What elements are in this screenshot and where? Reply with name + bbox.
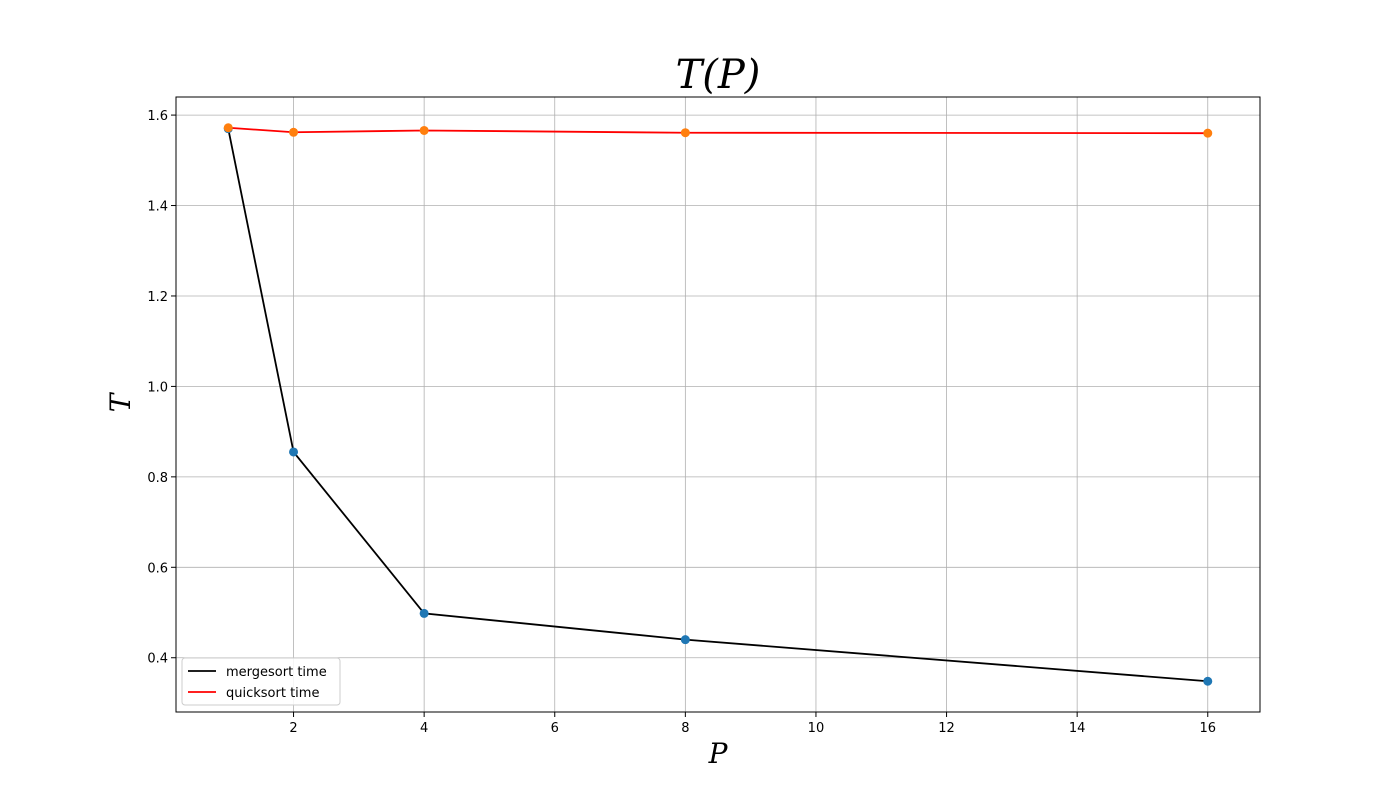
x-tick-label: 2 <box>289 721 297 736</box>
legend-box <box>181 657 341 706</box>
y-tick-label: 0.6 <box>147 561 168 576</box>
series-0-point <box>680 635 690 645</box>
x-tick-label: 12 <box>938 721 955 736</box>
series-1-point <box>419 125 429 135</box>
series-0-point <box>419 608 429 618</box>
chart-title: T(P) <box>676 52 761 98</box>
y-axis-label: T <box>104 391 137 412</box>
y-tick-label: 0.4 <box>147 652 168 667</box>
x-tick-label: 8 <box>681 721 689 736</box>
series-0-point <box>289 447 299 457</box>
x-tick-label: 4 <box>420 721 428 736</box>
x-tick-label: 6 <box>551 721 559 736</box>
series-1-point <box>223 123 233 133</box>
series-1-point <box>289 127 299 137</box>
legend-label-1: quicksort time <box>226 686 319 701</box>
plot-frame <box>175 96 1261 713</box>
x-axis-label: P <box>708 737 729 770</box>
y-tick-label: 0.8 <box>147 471 168 486</box>
series-1-point <box>680 128 690 138</box>
x-tick-label: 14 <box>1069 721 1086 736</box>
series-0-point <box>1203 676 1213 686</box>
legend: mergesort time quicksort time <box>181 657 341 706</box>
legend-label-0: mergesort time <box>226 665 327 680</box>
y-tick-label: 1.2 <box>147 290 168 305</box>
series-1-point <box>1203 128 1213 138</box>
x-ticks: 2 4 6 8 10 12 14 16 <box>289 712 1216 736</box>
x-tick-label: 10 <box>808 721 825 736</box>
y-tick-label: 1.0 <box>147 380 168 395</box>
grid <box>176 97 1260 712</box>
series-markers <box>223 123 1213 686</box>
x-tick-label: 16 <box>1199 721 1216 736</box>
y-tick-label: 1.6 <box>147 109 168 124</box>
y-ticks: 0.4 0.6 0.8 1.0 1.2 1.4 1.6 <box>147 109 176 667</box>
y-tick-label: 1.4 <box>147 200 168 215</box>
